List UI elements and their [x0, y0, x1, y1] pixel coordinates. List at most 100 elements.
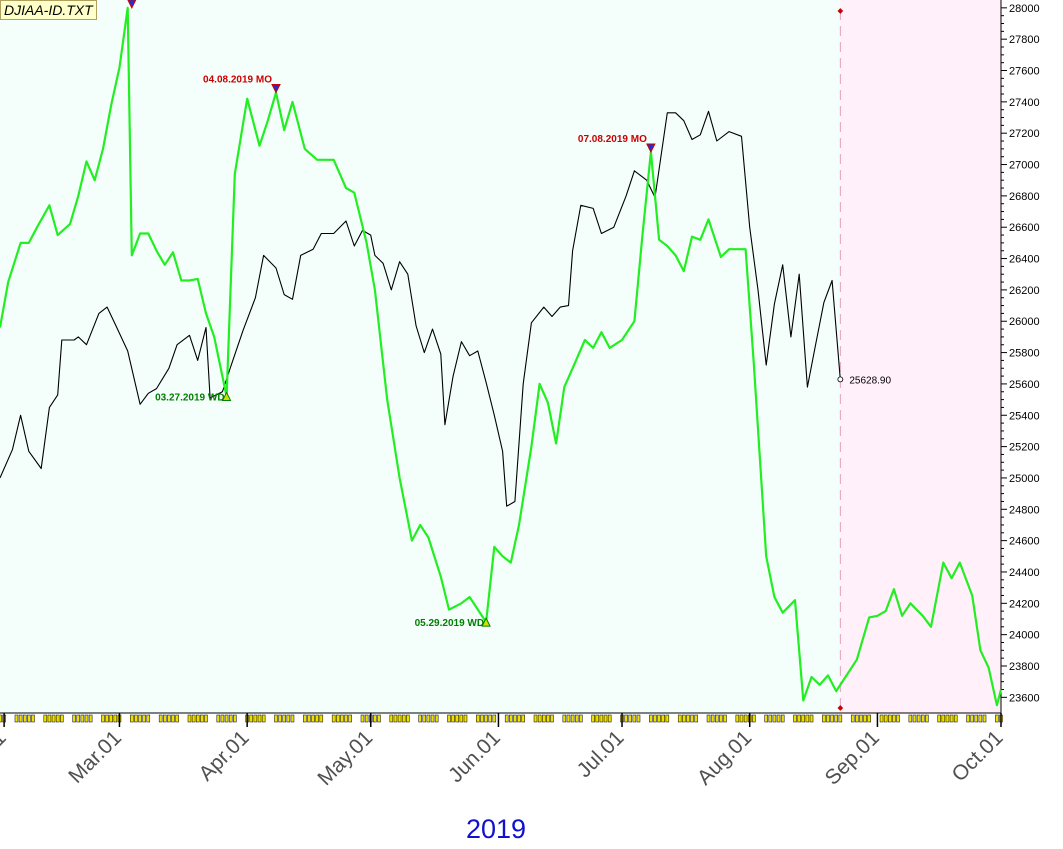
x-day-tick	[937, 714, 941, 723]
x-day-tick	[912, 714, 917, 723]
divider-bottom-marker	[837, 705, 844, 711]
x-day-tick	[949, 714, 954, 723]
x-day-tick	[595, 714, 600, 723]
y-tick-label: 25600	[1009, 379, 1040, 391]
x-day-tick	[908, 714, 913, 723]
x-day-tick	[146, 714, 151, 723]
x-day-tick	[290, 714, 295, 723]
x-day-tick	[274, 714, 278, 723]
x-day-tick	[628, 714, 633, 723]
x-day-tick	[22, 714, 27, 723]
x-day-tick	[340, 714, 344, 723]
x-day-tick	[76, 714, 81, 723]
x-day-tick	[517, 714, 521, 723]
y-tick-label: 26000	[1009, 316, 1040, 328]
x-tick-label: Oct.01	[948, 726, 1008, 786]
x-day-tick	[47, 714, 52, 723]
x-day-tick	[167, 714, 171, 723]
last-value-marker	[837, 376, 844, 383]
x-day-tick	[550, 714, 554, 723]
x-day-tick	[344, 714, 348, 723]
x-day-tick	[426, 714, 431, 723]
forecast-region	[840, 0, 1001, 713]
x-tick-label: May.01	[313, 726, 377, 790]
y-tick-label: 24400	[1009, 567, 1040, 579]
x-day-tick	[84, 714, 89, 723]
x-day-tick	[492, 714, 497, 723]
x-day-tick	[348, 714, 352, 723]
x-day-tick	[574, 714, 579, 723]
x-day-tick	[88, 714, 93, 723]
y-tick-label: 27000	[1009, 160, 1040, 172]
x-day-tick	[603, 714, 608, 723]
x-day-tick	[537, 714, 542, 723]
x-day-tick	[27, 714, 31, 723]
high-annotation: 07.08.2019 MO	[578, 134, 647, 145]
x-axis: Feb.01 Mar.01 Apr.01 May.01 Jun.01 Jul.01 Aug.…	[0, 712, 1008, 790]
window-title: DJIAA-ID.TXT	[0, 0, 97, 20]
x-day-tick	[0, 714, 2, 723]
x-day-tick	[257, 714, 262, 723]
x-day-tick	[195, 714, 200, 723]
x-day-tick	[158, 714, 163, 723]
x-day-tick	[953, 714, 958, 723]
x-day-tick	[686, 714, 690, 723]
x-day-tick	[970, 714, 974, 723]
x-day-tick	[624, 714, 628, 723]
series-layer	[0, 6, 1003, 707]
x-day-tick	[665, 714, 670, 723]
x-day-tick	[72, 714, 76, 723]
x-day-tick	[278, 714, 282, 723]
x-day-tick	[653, 714, 657, 723]
x-day-tick	[130, 714, 134, 723]
x-day-tick	[855, 714, 859, 723]
x-day-tick	[945, 714, 950, 723]
x-day-tick	[463, 714, 468, 723]
low-marker	[481, 616, 491, 627]
x-day-tick	[282, 714, 286, 723]
x-day-tick	[220, 714, 225, 723]
x-day-tick	[974, 714, 979, 723]
x-day-tick	[60, 714, 64, 723]
x-day-tick	[542, 714, 546, 723]
y-tick-label: 24800	[1009, 504, 1040, 516]
x-day-tick	[752, 714, 756, 723]
x-day-tick	[591, 714, 595, 723]
x-day-tick	[187, 714, 192, 723]
x-day-tick	[480, 714, 484, 723]
x-day-tick	[476, 714, 480, 723]
x-day-tick	[393, 714, 398, 723]
x-day-tick	[599, 714, 604, 723]
x-day-tick	[504, 714, 509, 723]
divider-top-marker	[837, 8, 844, 14]
x-day-tick	[430, 714, 435, 723]
x-day-tick	[694, 714, 698, 723]
x-day-tick	[867, 714, 871, 723]
y-tick-label: 25800	[1009, 348, 1040, 360]
x-day-tick	[55, 714, 60, 723]
x-day-tick	[422, 714, 427, 723]
x-day-tick	[364, 714, 369, 723]
x-day-tick	[764, 714, 768, 723]
plot-background	[0, 0, 1001, 713]
x-day-tick	[772, 714, 777, 723]
x-day-tick	[142, 714, 146, 723]
x-day-tick	[134, 714, 138, 723]
x-day-tick	[521, 714, 525, 723]
x-day-tick	[570, 714, 575, 723]
x-tick-label: Sep.01	[821, 726, 884, 789]
high-marker	[271, 83, 281, 94]
x-day-tick	[14, 714, 19, 723]
x-day-tick	[797, 714, 801, 723]
x-day-tick	[995, 714, 999, 723]
x-day-tick	[109, 714, 113, 723]
x-day-tick	[336, 714, 340, 723]
y-tick-label: 27200	[1009, 128, 1040, 140]
y-tick-label: 23800	[1009, 661, 1040, 673]
x-day-tick	[677, 714, 682, 723]
x-day-tick	[892, 714, 896, 723]
x-day-tick	[360, 714, 365, 723]
x-day-tick	[377, 714, 381, 723]
x-day-tick	[488, 714, 492, 723]
